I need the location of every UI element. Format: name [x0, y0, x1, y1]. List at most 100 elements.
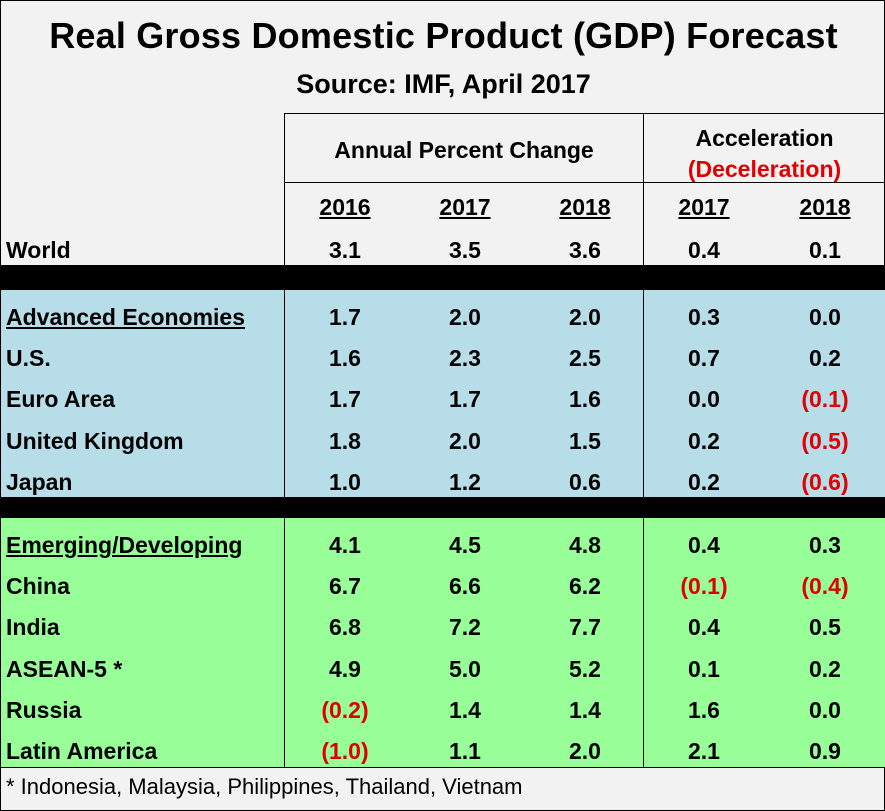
value-2017: 2.0 — [449, 304, 481, 330]
table-row: China 6.7 6.6 6.2 (0.1) (0.4) — [1, 566, 885, 607]
value-2017: 1.1 — [449, 738, 481, 764]
value-2016: 1.7 — [329, 304, 361, 330]
accel-2017: 0.2 — [688, 427, 720, 454]
value-2018: 0.6 — [569, 468, 601, 495]
year-header-2017: 2017 — [439, 194, 491, 220]
accel-2017: 0.1 — [688, 655, 720, 682]
table-row: Russia (0.2) 1.4 1.4 1.6 0.0 — [1, 690, 885, 731]
value-2017: 3.5 — [449, 237, 481, 263]
accel-2017: 0.3 — [688, 304, 720, 330]
accel-2017: 2.1 — [688, 738, 720, 764]
accel-2017: 0.0 — [688, 386, 720, 413]
deceleration-header: (Deceleration) — [687, 156, 842, 182]
value-2018: 5.2 — [569, 655, 601, 682]
table-row: United Kingdom 1.8 2.0 1.5 0.2 (0.5) — [1, 421, 885, 462]
row-label: U.S. — [6, 345, 51, 372]
table-row: Emerging/Developing 4.1 4.5 4.8 0.4 0.3 — [1, 525, 885, 566]
accel-2018: 0.0 — [809, 696, 841, 723]
value-2017: 2.0 — [449, 427, 481, 454]
separator-bar — [1, 497, 885, 518]
value-2016: 1.6 — [329, 345, 361, 372]
value-2017: 6.6 — [449, 573, 481, 600]
row-label: Japan — [6, 468, 73, 495]
value-2016: 1.7 — [329, 386, 361, 413]
accel-2018: 0.0 — [809, 304, 841, 330]
row-label: India — [6, 614, 60, 641]
accel-2017: (0.1) — [680, 573, 728, 600]
row-label: Advanced Economies — [6, 304, 246, 330]
world-row: World 3.1 3.5 3.6 0.4 0.1 — [1, 230, 885, 271]
value-2018: 1.6 — [569, 386, 601, 413]
header-rule — [284, 182, 885, 183]
accel-2017: 0.4 — [688, 237, 720, 263]
row-label: Euro Area — [6, 386, 116, 413]
separator-bar — [1, 265, 885, 290]
value-2018: 7.7 — [569, 614, 601, 641]
year-header-2018: 2018 — [559, 194, 611, 220]
table-row: U.S. 1.6 2.3 2.5 0.7 0.2 — [1, 338, 885, 379]
value-2016: (0.2) — [321, 696, 369, 723]
value-2018: 3.6 — [569, 237, 601, 263]
value-2018: 1.4 — [569, 696, 601, 723]
table-row: Latin America (1.0) 1.1 2.0 2.1 0.9 — [1, 731, 885, 772]
emerging-band — [1, 518, 885, 768]
row-label: Russia — [6, 696, 82, 723]
accel-year-header-2018: 2018 — [799, 194, 851, 220]
value-2016: 4.1 — [329, 532, 361, 558]
accel-2018: 0.2 — [809, 655, 841, 682]
value-2018: 1.5 — [569, 427, 601, 454]
value-2016: 4.9 — [329, 655, 361, 682]
value-2018: 2.0 — [569, 738, 601, 764]
page-title: Real Gross Domestic Product (GDP) Foreca… — [49, 15, 838, 56]
header-rule — [284, 113, 885, 114]
value-2016: 3.1 — [329, 237, 361, 263]
row-label: United Kingdom — [6, 427, 184, 454]
value-2017: 1.2 — [449, 468, 481, 495]
year-header-2016: 2016 — [319, 194, 371, 220]
footnote: * Indonesia, Malaysia, Philippines, Thai… — [6, 774, 523, 799]
value-2017: 2.3 — [449, 345, 481, 372]
row-label: China — [6, 573, 70, 600]
accel-2018: 0.2 — [809, 345, 841, 372]
value-2018: 2.0 — [569, 304, 601, 330]
accel-2018: (0.5) — [801, 427, 849, 454]
accel-2017: 0.2 — [688, 468, 720, 495]
accel-2018: 0.5 — [809, 614, 841, 641]
value-2017: 5.0 — [449, 655, 481, 682]
value-2017: 7.2 — [449, 614, 481, 641]
accel-year-header-2017: 2017 — [678, 194, 730, 220]
annual-percent-change-header: Annual Percent Change — [334, 137, 594, 163]
table-row: Advanced Economies 1.7 2.0 2.0 0.3 0.0 — [1, 297, 885, 338]
table-row: Japan 1.0 1.2 0.6 0.2 (0.6) — [1, 462, 885, 503]
value-2017: 1.7 — [449, 386, 481, 413]
value-2017: 4.5 — [449, 532, 481, 558]
value-2016: 1.8 — [329, 427, 361, 454]
table-row: ASEAN-5 * 4.9 5.0 5.2 0.1 0.2 — [1, 649, 885, 690]
acceleration-header: Acceleration — [695, 125, 834, 151]
row-label: World — [6, 237, 71, 263]
table-row: Euro Area 1.7 1.7 1.6 0.0 (0.1) — [1, 379, 885, 420]
value-2016: (1.0) — [321, 738, 369, 764]
row-label: Emerging/Developing — [6, 532, 243, 558]
accel-2017: 0.4 — [688, 614, 720, 641]
accel-2017: 0.7 — [688, 345, 720, 372]
accel-2018: 0.1 — [809, 237, 841, 263]
value-2016: 6.7 — [329, 573, 361, 600]
accel-2017: 1.6 — [688, 696, 720, 723]
value-2017: 1.4 — [449, 696, 481, 723]
value-2018: 6.2 — [569, 573, 601, 600]
accel-2018: 0.3 — [809, 532, 841, 558]
table-row: India 6.8 7.2 7.7 0.4 0.5 — [1, 607, 885, 648]
accel-2018: (0.4) — [801, 573, 849, 600]
value-2018: 2.5 — [569, 345, 601, 372]
row-label: Latin America — [6, 738, 158, 764]
accel-2018: 0.9 — [809, 738, 841, 764]
column-divider — [284, 113, 285, 768]
accel-2018: (0.6) — [801, 468, 849, 495]
accel-2017: 0.4 — [688, 532, 720, 558]
value-2016: 6.8 — [329, 614, 361, 641]
source-subtitle: Source: IMF, April 2017 — [296, 69, 591, 99]
value-2016: 1.0 — [329, 468, 361, 495]
advanced-band — [1, 290, 885, 497]
